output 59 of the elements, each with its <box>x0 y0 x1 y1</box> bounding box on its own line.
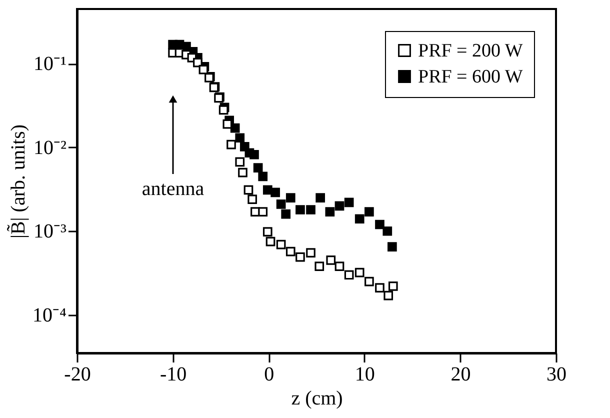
x-axis-title: z (cm) <box>291 388 343 410</box>
point <box>344 198 354 208</box>
point <box>262 227 272 237</box>
point <box>286 246 296 256</box>
point <box>314 262 324 271</box>
point <box>276 199 286 209</box>
point <box>250 150 259 160</box>
point <box>238 168 248 178</box>
point <box>253 163 263 173</box>
point <box>286 193 296 202</box>
x-tick-label: 30 <box>546 364 566 386</box>
point <box>266 236 276 246</box>
point <box>388 242 397 252</box>
point <box>306 205 316 214</box>
point <box>230 123 240 133</box>
point <box>354 214 364 224</box>
x-tick-label: 20 <box>450 364 471 386</box>
point <box>354 268 364 278</box>
point <box>334 262 344 271</box>
point <box>218 105 228 115</box>
point <box>248 194 257 204</box>
point <box>306 248 316 258</box>
legend-label: PRF = 200 W <box>418 40 523 62</box>
y-tick-label: 10⁻⁴ <box>32 304 67 326</box>
point <box>325 207 335 216</box>
point <box>235 133 245 143</box>
point <box>375 220 384 230</box>
point <box>296 252 305 262</box>
y-axis-title: |B̃| (arb. units) <box>6 124 30 239</box>
point <box>244 185 254 195</box>
point <box>375 283 384 293</box>
x-tick-label: -10 <box>160 364 187 386</box>
point <box>198 64 208 74</box>
point <box>276 240 286 250</box>
point <box>316 193 326 202</box>
point <box>281 209 291 219</box>
point <box>344 270 354 280</box>
x-tick-label: -20 <box>64 364 91 386</box>
y-tick-label: 10⁻¹ <box>34 53 66 76</box>
point <box>326 255 336 265</box>
point <box>384 290 394 300</box>
point <box>258 172 268 182</box>
y-tick-label: 10⁻² <box>34 136 66 159</box>
point <box>364 276 374 286</box>
x-tick-label: 10 <box>354 364 375 386</box>
point <box>364 207 374 216</box>
point <box>270 188 280 198</box>
point <box>226 140 236 150</box>
legend-label: PRF = 600 W <box>418 66 523 88</box>
annotation: antenna <box>142 178 204 200</box>
point <box>382 226 392 236</box>
point <box>334 201 344 211</box>
point <box>235 157 245 167</box>
point <box>258 207 268 216</box>
point <box>193 58 202 68</box>
x-tick-label: 0 <box>264 364 274 386</box>
y-tick-label: 10⁻³ <box>34 220 66 243</box>
point <box>388 281 398 291</box>
point <box>296 205 305 214</box>
